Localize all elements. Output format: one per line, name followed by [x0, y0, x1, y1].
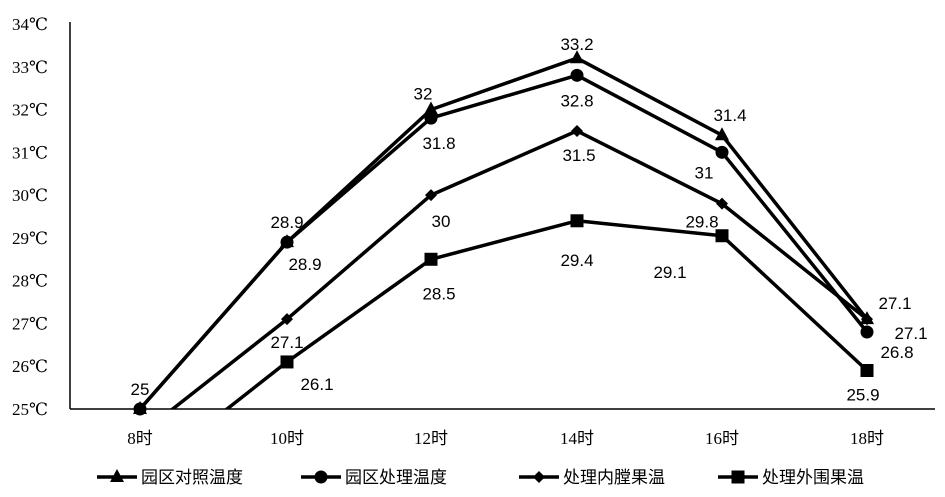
y-tick-label: 30℃ [12, 186, 48, 205]
data-point [570, 214, 584, 228]
y-tick-label: 25℃ [12, 400, 48, 419]
x-tick-label: 14时 [560, 429, 594, 448]
y-tick-label: 32℃ [12, 101, 48, 120]
data-label: 25 [131, 380, 150, 399]
data-point [570, 50, 584, 64]
data-label: 29.1 [653, 263, 686, 282]
x-tick-label: 10时 [270, 429, 304, 448]
data-point [860, 325, 874, 339]
data-point [424, 101, 438, 115]
legend-label: 园区处理温度 [345, 468, 447, 488]
data-label: 32 [414, 85, 433, 104]
y-tick-label: 28℃ [12, 272, 48, 291]
legend-marker [533, 471, 545, 483]
data-point [424, 252, 438, 266]
data-label: 30 [432, 212, 451, 231]
data-label: 32.8 [560, 91, 593, 110]
data-label: 28.9 [270, 213, 303, 232]
data-label: 31.5 [562, 146, 595, 165]
y-tick-label: 31℃ [12, 143, 48, 162]
legend-label: 处理外围果温 [762, 468, 864, 488]
data-point [571, 124, 583, 137]
data-point [281, 313, 293, 326]
y-tick-label: 29℃ [12, 229, 48, 248]
data-label: 31 [695, 163, 714, 182]
data-label: 28.5 [422, 284, 455, 303]
legend: 园区对照温度 园区处理温度 处理内膛果温 处理外围果温 [97, 468, 864, 488]
data-label: 27.1 [270, 333, 303, 352]
data-label: 28.9 [288, 255, 321, 274]
data-label: 25.9 [846, 386, 879, 405]
y-tick-label: 27℃ [12, 314, 48, 333]
data-label: 27.1 [894, 324, 927, 343]
data-point [570, 68, 584, 82]
y-tick-label: 33℃ [12, 58, 48, 77]
data-point [716, 197, 728, 210]
data-label: 29.4 [560, 251, 593, 270]
x-tick-label: 16时 [705, 429, 739, 448]
data-point [860, 364, 874, 377]
series-line [224, 219, 869, 409]
series-lines [138, 56, 869, 409]
data-point [133, 402, 147, 416]
y-tick-label: 26℃ [12, 357, 48, 376]
legend-marker [110, 469, 124, 482]
data-point [280, 355, 294, 369]
data-label: 29.8 [685, 213, 718, 232]
y-tick-label: 34℃ [12, 15, 48, 34]
data-point [425, 189, 437, 202]
data-point [715, 127, 729, 141]
legend-label: 处理内膛果温 [563, 468, 665, 488]
legend-marker [314, 470, 328, 484]
data-label: 26.8 [880, 343, 913, 362]
series-markers [133, 50, 874, 416]
data-point [715, 145, 729, 159]
x-tick-label: 18时 [850, 429, 884, 448]
x-tick-label: 8时 [127, 429, 153, 448]
x-axis-ticks: 8时 10时 12时 14时 16时 18时 [127, 429, 884, 448]
data-point [280, 235, 294, 249]
legend-label: 园区对照温度 [141, 468, 243, 488]
data-labels: 2528.93233.231.427.128.931.832.83126.827… [131, 35, 928, 404]
data-label: 31.4 [713, 106, 746, 125]
data-point [861, 313, 873, 326]
series-line [169, 129, 869, 409]
legend-marker [731, 470, 745, 484]
data-label: 33.2 [560, 35, 593, 54]
y-axis-ticks: 25℃ 26℃ 27℃ 28℃ 29℃ 30℃ 31℃ 32℃ 33℃ 34℃ [12, 15, 48, 419]
data-label: 27.1 [878, 294, 911, 313]
x-tick-label: 12时 [414, 429, 448, 448]
data-label: 26.1 [300, 375, 333, 394]
data-label: 31.8 [422, 134, 455, 153]
data-point [424, 111, 438, 125]
series-line [138, 73, 869, 409]
data-point [715, 229, 729, 243]
